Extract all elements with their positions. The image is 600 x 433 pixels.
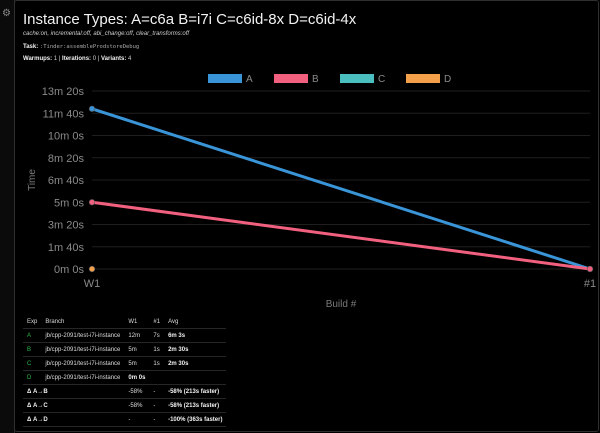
table-row: B jb/cpp-2091/test-i7i-instance 5m 1s 2m…	[23, 342, 227, 357]
line-chart: A B C D 0m 0s 1m 40s 3m 20s 5m 0s 6m 40s 8m 20s 10…	[27, 74, 596, 310]
delta-avg: -58% (213s faster)	[164, 398, 227, 413]
avg-cell: 6m 3s	[164, 328, 227, 343]
legend-label-b: B	[312, 74, 319, 85]
table-row: D jb/cpp-2091/test-i7i-instance 0m 0s	[23, 370, 227, 385]
avg-cell	[164, 370, 227, 385]
legend-swatch-d	[406, 74, 440, 83]
delta-run1: -	[149, 412, 165, 427]
y-tick-label: 1m 40s	[48, 242, 85, 254]
table-row: A jb/cpp-2091/test-i7i-instance 12m 7s 6…	[23, 328, 227, 343]
avg-cell: 2m 30s	[164, 342, 227, 357]
branch-cell: jb/cpp-2091/test-i7i-instance	[41, 342, 125, 357]
page-title: Instance Types: A=c6a B=i7i C=c6id-8x D=…	[23, 11, 357, 28]
delta-w1: -58%	[124, 384, 150, 399]
y-tick-label: 11m 40s	[43, 108, 85, 120]
legend-label-c: C	[378, 74, 385, 85]
branch-cell: jb/cpp-2091/test-i7i-instance	[41, 370, 125, 385]
x-axis-label: Build #	[326, 299, 357, 310]
legend-swatch-b	[274, 74, 308, 83]
y-tick-label: 10m 0s	[48, 131, 85, 143]
iterations-label: Iterations:	[62, 56, 92, 62]
build-flags: cache:on, incremental:off, abi_change:of…	[23, 31, 190, 37]
delta-w1: -58%	[124, 398, 150, 413]
w1-cell: 0m 0s	[124, 370, 150, 385]
task-line: Task: :Tinder:assembleProdstoreDebug	[23, 44, 139, 50]
delta-label: Δ A→D	[23, 412, 125, 427]
data-point-d	[88, 265, 96, 273]
exp-cell: C	[23, 356, 42, 371]
branch-cell: jb/cpp-2091/test-i7i-instance	[41, 356, 125, 371]
exp-cell: B	[23, 342, 42, 357]
left-gutter: ⚙	[0, 0, 15, 433]
column-header: Avg	[164, 315, 227, 329]
x-tick-label: W1	[84, 278, 101, 290]
data-point-b	[88, 199, 96, 206]
data-point-a	[88, 105, 96, 112]
gear-icon[interactable]: ⚙	[2, 8, 11, 19]
warmups-label: Warmups:	[23, 56, 53, 62]
data-point-b	[586, 265, 594, 273]
variants-value: 4	[128, 56, 132, 62]
task-label: Task:	[23, 44, 39, 50]
column-header: Branch	[41, 315, 125, 329]
delta-label: Δ A→B	[23, 384, 125, 399]
exp-cell: A	[23, 328, 42, 343]
run1-cell: 7s	[149, 328, 165, 343]
delta-row: Δ A→C -58% - -58% (213s faster)	[23, 398, 227, 413]
iterations-value: 0	[92, 56, 97, 62]
column-header: Exp	[23, 315, 42, 329]
x-tick-label: #1	[584, 278, 596, 290]
legend-label-d: D	[444, 74, 451, 85]
results-table: Exp Branch W1 #1 Avg A jb/cpp-2091/test-…	[23, 315, 227, 427]
separator: |	[97, 56, 100, 62]
y-tick-label: 6m 40s	[48, 175, 85, 187]
separator: |	[58, 56, 61, 62]
column-header: #1	[149, 315, 165, 329]
exp-cell: D	[23, 370, 42, 385]
legend-swatch-a	[208, 74, 242, 83]
run1-cell: 1s	[149, 356, 165, 371]
y-tick-label: 13m 20s	[42, 86, 85, 98]
y-tick-label: 5m 0s	[54, 197, 84, 209]
variants-label: Variants:	[100, 56, 127, 62]
y-tick-label: 3m 20s	[48, 220, 85, 232]
table-header-row: Exp Branch W1 #1 Avg	[23, 315, 227, 329]
delta-avg: -58% (213s faster)	[164, 384, 227, 399]
column-header: W1	[124, 315, 150, 329]
delta-row: Δ A→D - - -100% (363s faster)	[23, 412, 227, 427]
w1-cell: 12m	[124, 328, 150, 343]
table-row: C jb/cpp-2091/test-i7i-instance 5m 1s 2m…	[23, 356, 227, 371]
delta-row: Δ A→B -58% - -58% (213s faster)	[23, 384, 227, 399]
run-counts: Warmups: 1 | Iterations: 0 | Variants: 4	[23, 56, 131, 62]
delta-label: Δ A→C	[23, 398, 125, 413]
w1-cell: 5m	[124, 342, 150, 357]
y-axis-label: Time	[27, 169, 38, 191]
task-value: :Tinder:assembleProdstoreDebug	[39, 44, 140, 50]
series-line-b	[90, 200, 592, 271]
branch-cell: jb/cpp-2091/test-i7i-instance	[41, 328, 125, 343]
chart-panel: Instance Types: A=c6a B=i7i C=c6id-8x D=…	[14, 0, 599, 432]
series-line-a	[90, 107, 592, 271]
warmups-value: 1	[53, 56, 58, 62]
delta-avg: -100% (363s faster)	[164, 412, 227, 427]
legend-label-a: A	[246, 74, 253, 85]
w1-cell: 5m	[124, 356, 150, 371]
run1-cell	[149, 370, 165, 385]
y-tick-label: 0m 0s	[54, 264, 84, 276]
y-tick-label: 8m 20s	[48, 153, 85, 165]
avg-cell: 2m 30s	[164, 356, 227, 371]
delta-run1: -	[149, 384, 165, 399]
run1-cell: 1s	[149, 342, 165, 357]
delta-run1: -	[149, 398, 165, 413]
legend-swatch-c	[340, 74, 374, 83]
delta-w1: -	[124, 412, 150, 427]
